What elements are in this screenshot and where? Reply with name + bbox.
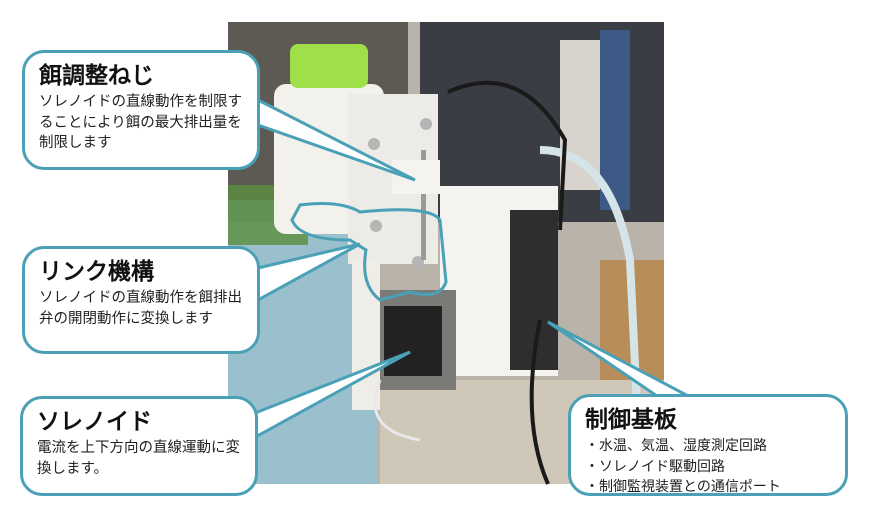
tube — [539, 146, 644, 471]
callout-title: 制御基板 — [585, 406, 677, 433]
link-mechanism-highlight — [290, 202, 448, 302]
feed-adjust-screw-callout: 餌調整ねじ ソレノイドの直線動作を制限することにより餌の最大排出量を制限します — [22, 50, 260, 170]
callout-description: ソレノイドの直線動作を制限することにより餌の最大排出量を制限します — [39, 94, 242, 152]
adjust-screw — [421, 150, 426, 260]
screw-head — [420, 118, 432, 130]
control-board-feature-list: 水温、気温、湿度測定回路 ソレノイド駆動回路 制御監視装置との通信ポート — [585, 436, 831, 497]
cable — [529, 319, 550, 485]
mount-plate — [352, 260, 380, 410]
screw-head — [370, 220, 382, 232]
callout-title: ソレノイド — [37, 408, 152, 435]
feed-container-cap — [290, 44, 368, 88]
callout-title: リンク機構 — [39, 258, 154, 285]
callout-description: 電流を上下方向の直線運動に変換します。 — [37, 440, 240, 477]
callout-title: 餌調整ねじ — [39, 62, 154, 89]
background-cloth-light — [560, 40, 600, 190]
wire — [373, 379, 421, 442]
list-item: 制御監視装置との通信ポート — [585, 477, 831, 497]
screw-head — [368, 138, 380, 150]
background-cloth-blue — [600, 30, 630, 210]
list-item: 水温、気温、湿度測定回路 — [585, 436, 831, 456]
callout-description: ソレノイドの直線動作を餌排出弁の開閉動作に変換します — [39, 290, 242, 327]
solenoid-coil — [384, 306, 442, 376]
solenoid-callout: ソレノイド 電流を上下方向の直線運動に変換します。 — [20, 396, 258, 496]
link-mechanism-callout: リンク機構 ソレノイドの直線動作を餌排出弁の開閉動作に変換します — [22, 246, 260, 354]
list-item: ソレノイド駆動回路 — [585, 457, 831, 477]
link-arm — [392, 160, 440, 194]
cable — [447, 80, 568, 231]
control-board-callout: 制御基板 水温、気温、湿度測定回路 ソレノイド駆動回路 制御監視装置との通信ポー… — [568, 394, 848, 496]
